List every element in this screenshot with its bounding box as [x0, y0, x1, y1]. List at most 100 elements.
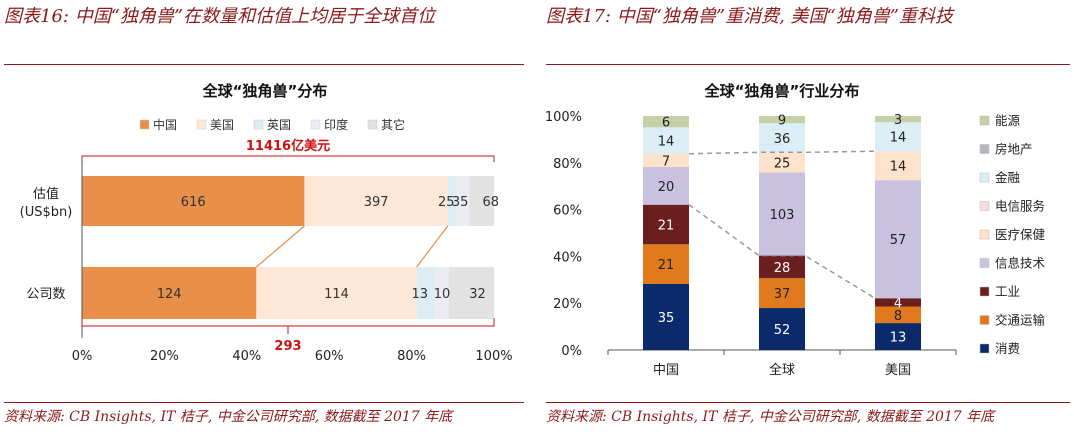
column-value-label: 14: [890, 131, 907, 146]
dashed-comparison-line: [688, 204, 876, 299]
column-value-label: 3: [894, 113, 902, 128]
category-label: 全球: [769, 362, 795, 378]
category-label: 中国: [653, 363, 679, 378]
x-tick-label: 0%: [72, 349, 93, 364]
x-tick-label: 40%: [232, 349, 261, 364]
column-segment: [875, 151, 921, 181]
column-segment: [759, 152, 805, 173]
column-value-label: 36: [774, 132, 791, 147]
total-count-annotation: 293: [274, 339, 301, 354]
column-segment: [875, 298, 921, 307]
bar-value-label: 35: [452, 195, 469, 210]
category-label: 公司数: [26, 287, 65, 302]
right-figure-title: 图表17: 中国“独角兽”重消费, 美国“独角兽”重科技: [546, 6, 953, 27]
legend-label-4: 其它: [381, 117, 405, 132]
left-panel: 图表16: 中国“独角兽”在数量和估值上均居于全球首位 全球“独角兽”分布中国 美…: [0, 0, 530, 438]
bar-segment: [434, 267, 450, 319]
right-chart-title: 全球“独角兽”行业分布: [704, 82, 860, 100]
category-label: (US$bn): [20, 205, 73, 220]
bar-value-label: 68: [482, 195, 499, 210]
column-segment: [875, 180, 921, 299]
right-source-rule: [546, 402, 1070, 403]
legend-swatch: [979, 286, 990, 297]
bar-value-label: 10: [434, 287, 451, 302]
category-label: 美国: [885, 363, 911, 378]
y-tick-label: 80%: [553, 157, 582, 172]
column-value-label: 35: [658, 311, 675, 326]
column-value-label: 14: [658, 135, 675, 150]
x-tick-label: 100%: [475, 349, 512, 364]
column-segment: [643, 283, 689, 350]
y-tick-label: 60%: [553, 204, 582, 219]
category-label: 估值: [33, 186, 59, 202]
bar-value-label: 25: [438, 195, 455, 210]
x-tick-label: 60%: [315, 349, 344, 364]
x-tick-label: 80%: [397, 349, 426, 364]
left-chart-title: 全球“独角兽”分布: [202, 82, 328, 100]
legend-swatch-4: [367, 119, 378, 130]
bar-segment: [304, 176, 448, 226]
column-segment: [759, 172, 805, 256]
column-segment: [643, 166, 689, 205]
bar-value-label: 397: [364, 195, 389, 210]
y-tick-label: 0%: [561, 344, 582, 359]
legend-swatch: [979, 229, 990, 240]
column-segment: [759, 308, 805, 350]
bar-value-label: 32: [469, 287, 486, 302]
column-segment: [759, 116, 805, 124]
column-segment: [759, 278, 805, 309]
right-source: 资料来源: CB Insights, IT 桔子, 中金公司研究部, 数据截至 …: [546, 409, 995, 425]
legend-swatch: [979, 315, 990, 325]
bar-segment: [447, 176, 457, 226]
us-connector-line: [416, 225, 449, 268]
total-value-annotation: 11416亿美元: [246, 138, 330, 154]
bar-segment: [82, 267, 257, 319]
bar-segment: [449, 267, 494, 319]
column-segment: [759, 123, 805, 153]
column-value-label: 13: [890, 331, 907, 346]
column-segment: [643, 127, 689, 154]
y-tick-label: 40%: [553, 250, 582, 265]
column-value-label: 25: [774, 156, 791, 171]
legend-swatch: [979, 172, 990, 183]
right-panel: 图表17: 中国“独角兽”重消费, 美国“独角兽”重科技 全球“独角兽”行业分布…: [542, 0, 1074, 438]
legend-label: 电信服务: [995, 199, 1045, 214]
legend-swatch: [979, 201, 990, 211]
column-segment: [875, 306, 921, 324]
legend-label-0: 中国: [153, 117, 177, 132]
column-segment: [643, 116, 689, 128]
column-value-label: 14: [890, 160, 907, 175]
column-value-label: 8: [894, 309, 902, 324]
column-segment: [875, 323, 921, 350]
legend-swatch: [979, 343, 990, 354]
legend-label-3: 印度: [324, 117, 348, 132]
total-count-bracket: [81, 318, 495, 327]
y-tick-label: 20%: [553, 297, 582, 312]
legend-swatch-0: [139, 119, 150, 130]
bar-value-label: 616: [181, 195, 206, 210]
bar-value-label: 13: [412, 287, 429, 302]
column-value-label: 28: [774, 261, 791, 276]
column-segment: [643, 153, 689, 167]
bar-segment: [256, 267, 417, 319]
column-segment: [759, 255, 805, 279]
legend-label: 信息技术: [995, 256, 1046, 271]
column-value-label: 4: [894, 296, 902, 311]
legend-swatch-3: [310, 119, 321, 130]
column-value-label: 9: [778, 114, 786, 129]
legend-swatch: [979, 115, 990, 126]
left-source: 资料来源: CB Insights, IT 桔子, 中金公司研究部, 数据截至 …: [4, 409, 453, 425]
column-value-label: 6: [662, 116, 670, 131]
dashed-comparison-line: [688, 150, 876, 155]
legend-label: 能源: [995, 113, 1021, 128]
bar-segment: [456, 176, 470, 226]
left-figure-title: 图表16: 中国“独角兽”在数量和估值上均居于全球首位: [4, 6, 436, 27]
column-value-label: 21: [658, 258, 675, 273]
legend-swatch-2: [253, 119, 264, 130]
right-title-rule: [546, 64, 1070, 65]
legend-label-2: 英国: [267, 118, 291, 132]
legend-label-1: 美国: [210, 118, 234, 132]
legend-swatch-1: [196, 119, 207, 130]
column-segment: [643, 244, 689, 284]
